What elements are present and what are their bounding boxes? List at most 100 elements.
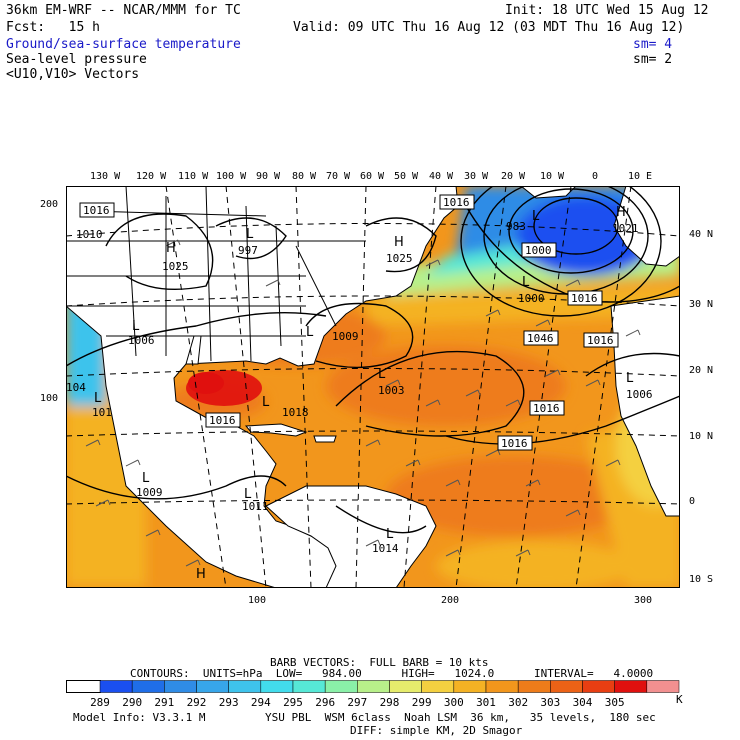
isobar-value: 1009 — [136, 486, 163, 499]
low-pressure-center: L — [532, 209, 540, 224]
isobar-value: 1016 — [209, 414, 236, 427]
color-bin-label: 301 — [476, 696, 496, 709]
lon-label: 80 W — [292, 171, 317, 182]
cuba-island — [244, 423, 308, 437]
color-bin — [421, 680, 455, 693]
gulf-hot-core — [188, 372, 224, 394]
isobar-value: 1016 — [533, 402, 560, 415]
color-bin-label: 293 — [219, 696, 239, 709]
lon-label: 0 — [592, 171, 599, 182]
lon-label: 70 W — [326, 171, 351, 182]
color-bin — [453, 680, 487, 693]
color-bin — [646, 680, 680, 693]
low-pressure-center: L — [132, 319, 140, 334]
isobar-label-box: 1016 — [529, 400, 565, 416]
isobar-value: 1014 — [372, 542, 399, 555]
color-bin — [292, 680, 326, 693]
isobar-value: 1016 — [587, 334, 614, 347]
isobar-value: 1025 — [386, 252, 413, 265]
model-title: 36km EM-WRF -- NCAR/MMM for TC — [6, 3, 241, 18]
init-time: Init: 18 UTC Wed 15 Aug 12 — [505, 3, 709, 18]
wind-barbs — [85, 239, 641, 567]
color-bin — [389, 680, 422, 693]
field-smooth-1: sm= 4 — [633, 37, 673, 52]
landmass — [66, 186, 680, 588]
color-bar: 289 290 291 292 293 294 295 296 297 298 299 300 301 3… — [66, 680, 680, 709]
color-bin-label: 297 — [347, 696, 367, 709]
lon-label: 10 E — [628, 171, 653, 182]
color-bin-label: 291 — [154, 696, 174, 709]
color-bin — [324, 680, 358, 693]
low-pressure-center: L — [94, 391, 102, 406]
lon-label: 90 W — [256, 171, 281, 182]
color-bin — [614, 680, 648, 693]
isobar-value: 1016 — [83, 204, 110, 217]
high-pressure-center: H — [616, 205, 626, 220]
field-smooth-2: sm= 2 — [633, 52, 673, 67]
grid-x-label: 200 — [441, 595, 460, 606]
color-bin — [260, 680, 294, 693]
low-pressure-center: L — [244, 487, 252, 502]
color-bin-label: 289 — [90, 696, 110, 709]
field-name-1: Ground/sea-surface temperature — [6, 37, 241, 52]
lat-label: 0 — [689, 496, 696, 507]
color-bin — [485, 680, 519, 693]
isobar-value: 1009 — [332, 330, 359, 343]
isobar-label-box: 1016 — [497, 435, 533, 451]
lon-label: 50 W — [394, 171, 419, 182]
isobar-value: 101 — [92, 406, 112, 419]
low-pressure-center: L — [378, 367, 386, 382]
low-pressure-center: L — [626, 371, 634, 386]
valid-time: Valid: 09 UTC Thu 16 Aug 12 (03 MDT Thu … — [293, 20, 685, 35]
isobar-value: 1006 — [128, 334, 155, 347]
color-bin — [550, 680, 583, 693]
lat-label: 40 N — [689, 229, 714, 240]
isobar-label-box: 1016 — [79, 202, 115, 218]
high-pressure-center: H — [196, 567, 206, 582]
color-bin-label: 296 — [315, 696, 335, 709]
isobar-value: 1003 — [378, 384, 405, 397]
color-bin-label: 298 — [380, 696, 400, 709]
isobar-value: 1046 — [527, 332, 554, 345]
color-bin-label: 299 — [412, 696, 432, 709]
isobar-value: 1021 — [612, 222, 639, 235]
model-info: Model Info: V3.3.1 M — [73, 711, 206, 724]
lon-label: 10 W — [540, 171, 565, 182]
isobar-value: 1016 — [571, 292, 598, 305]
low-pressure-center: L — [306, 325, 314, 340]
isobar-label-box: 1016 — [205, 412, 241, 428]
diffusion-info: DIFF: simple KM, 2D Smagor — [350, 724, 523, 737]
isobar-label-box: 1046 — [523, 330, 559, 346]
political-borders — [66, 186, 366, 362]
isobar-value: 983 — [506, 220, 526, 233]
color-bin-label: 292 — [187, 696, 207, 709]
low-pressure-center: L — [142, 471, 150, 486]
isobar-label-box: 1016 — [583, 332, 619, 348]
color-bin — [582, 680, 615, 693]
isobar-value: 1016 — [501, 437, 528, 450]
grid-y-label: 100 — [40, 393, 59, 404]
high-pressure-center: H — [166, 241, 176, 256]
color-bin-label: 303 — [540, 696, 560, 709]
color-bin — [131, 680, 165, 693]
isobar-value: 104 — [66, 381, 86, 394]
color-bin-label: 304 — [573, 696, 593, 709]
color-bin — [66, 680, 101, 693]
hispaniola-island — [313, 435, 337, 443]
map-frame — [66, 186, 680, 588]
color-bin-label: 302 — [508, 696, 528, 709]
isobar-label-box: 1016 — [439, 194, 475, 210]
isobar-value: 1010 — [76, 228, 103, 241]
low-pressure-center: L — [246, 227, 254, 242]
unit-label: K — [676, 693, 683, 706]
lon-label: 30 W — [464, 171, 489, 182]
color-bin-label: 290 — [122, 696, 142, 709]
color-bin — [517, 680, 551, 693]
color-bin-label: 305 — [605, 696, 625, 709]
grid-x-label: 100 — [248, 595, 267, 606]
lon-label: 110 W — [178, 171, 209, 182]
field-name-2: Sea-level pressure — [6, 52, 147, 67]
isobar-value: 1000 — [518, 292, 545, 305]
high-pressure-center: H — [394, 235, 404, 250]
lon-label: 130 W — [90, 171, 121, 182]
